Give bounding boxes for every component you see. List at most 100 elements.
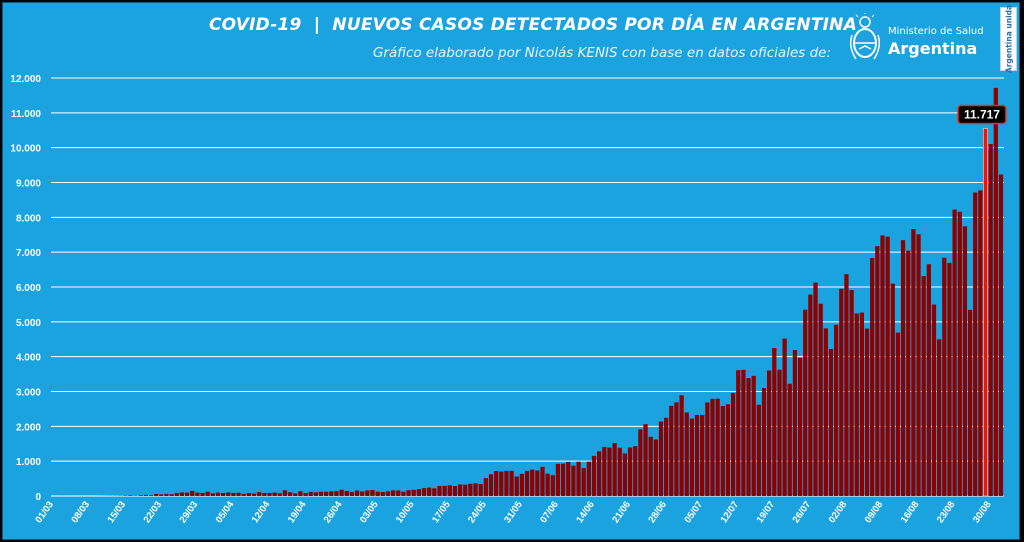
bar	[519, 473, 525, 496]
bar	[179, 492, 185, 496]
bar	[432, 488, 437, 496]
bar	[694, 414, 700, 496]
bar	[251, 493, 257, 496]
bar	[195, 492, 200, 496]
bar	[190, 490, 195, 496]
bar	[777, 369, 782, 496]
bar	[849, 290, 854, 496]
bar	[627, 447, 633, 496]
bar	[993, 87, 998, 497]
bar	[998, 174, 1004, 497]
bar	[396, 490, 401, 496]
x-tick-label: 21/06	[610, 499, 633, 525]
bar	[772, 347, 777, 496]
coat-of-arms-icon	[849, 13, 881, 60]
bar	[540, 466, 545, 496]
bar	[591, 455, 597, 496]
bar	[612, 442, 617, 496]
bar	[720, 406, 725, 496]
bar	[921, 276, 926, 496]
bar	[267, 492, 272, 496]
bar	[942, 257, 947, 496]
bar	[463, 484, 468, 496]
bar	[952, 209, 957, 496]
bar	[947, 262, 952, 496]
bar	[385, 491, 391, 496]
x-tick-label: 31/05	[502, 499, 525, 525]
bar	[154, 493, 159, 496]
bar	[983, 128, 988, 497]
bar	[277, 493, 282, 496]
bar	[483, 478, 488, 496]
bar	[241, 493, 246, 496]
bar	[710, 398, 715, 496]
bar	[746, 378, 751, 496]
bar	[143, 494, 148, 496]
bar	[653, 439, 658, 496]
bar	[148, 495, 154, 496]
y-tick-label: 11.000	[11, 109, 41, 120]
bar	[576, 461, 581, 496]
bar	[834, 324, 839, 496]
x-tick-label: 02/08	[827, 499, 850, 525]
bar	[741, 369, 746, 496]
bar	[370, 490, 375, 496]
bar	[926, 264, 931, 496]
bar	[257, 492, 262, 496]
bar	[560, 463, 566, 496]
x-tick-label: 19/07	[755, 499, 778, 525]
bar	[586, 461, 591, 496]
bar	[504, 470, 509, 496]
bar	[530, 469, 535, 496]
bar	[298, 491, 303, 496]
bar	[174, 493, 179, 496]
x-tick-label: 30/08	[971, 499, 994, 525]
bar	[159, 494, 164, 496]
bar	[803, 309, 808, 496]
y-axis-ticks: 0 1.000 2.000 3.000 4.000 5.000 6.000 7.000 8.00…	[10, 74, 41, 503]
bar	[406, 490, 411, 496]
bar	[978, 190, 983, 497]
bar	[236, 492, 241, 496]
bar	[906, 250, 911, 496]
bar	[468, 483, 473, 496]
bar	[457, 484, 463, 496]
ministry-logo: Ministerio de Salud Argentina	[846, 11, 984, 67]
bar	[839, 288, 844, 496]
x-tick-label: 12/07	[719, 499, 742, 525]
bar	[262, 493, 267, 496]
bar	[643, 424, 648, 496]
bar	[339, 489, 344, 496]
bar	[664, 417, 669, 496]
bar	[184, 492, 190, 496]
y-tick-label: 6.000	[16, 283, 41, 294]
x-tick-label: 07/06	[538, 499, 561, 525]
bar	[272, 492, 277, 496]
bar	[411, 489, 416, 496]
bar	[885, 236, 890, 496]
bar	[844, 274, 849, 496]
y-tick-label: 10.000	[10, 144, 41, 155]
bar	[669, 405, 674, 496]
bar	[390, 490, 396, 496]
bar	[550, 475, 555, 496]
bar	[937, 339, 942, 496]
bar	[854, 313, 859, 496]
bar	[823, 328, 828, 496]
y-tick-label: 4.000	[16, 353, 41, 364]
bar	[736, 370, 741, 496]
bar	[916, 234, 921, 497]
brand-tag-text: Argentina unida	[1004, 4, 1013, 74]
bar	[421, 488, 427, 496]
bar	[967, 309, 973, 496]
bar	[875, 246, 880, 496]
x-tick-label: 15/03	[106, 499, 129, 525]
y-tick-label: 5.000	[16, 318, 41, 329]
chart-subtitle: Gráfico elaborado por Nicolás KENIS con …	[372, 45, 831, 61]
bar	[329, 491, 334, 496]
bar	[473, 483, 478, 496]
ministry-name: Ministerio de Salud	[888, 26, 984, 37]
bar	[581, 468, 586, 496]
bar	[442, 485, 447, 496]
bar	[169, 494, 174, 496]
